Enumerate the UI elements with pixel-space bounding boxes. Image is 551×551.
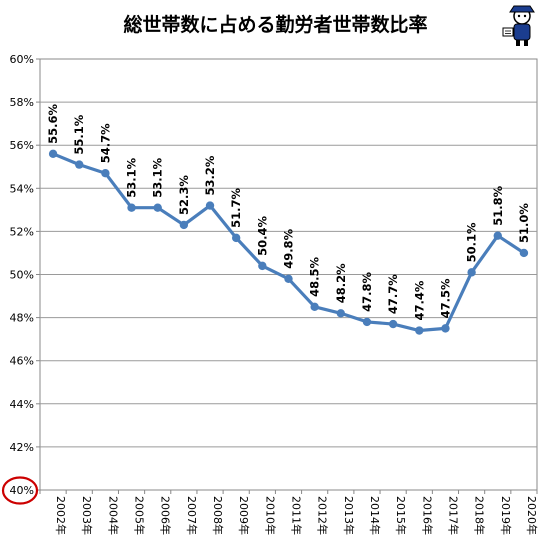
x-tick-label: 2020年 [525,496,539,535]
data-label: 48.2% [334,263,348,303]
highlight-circle [1,476,39,505]
chart-title: 総世帯数に占める勤労者世帯数比率 [123,14,428,36]
data-label: 54.7% [98,123,112,163]
data-point [362,317,372,327]
data-label: 50.1% [465,222,479,262]
y-tick-label: 50% [10,269,34,282]
y-tick-label: 52% [10,225,34,238]
x-tick-label: 2002年 [54,496,68,535]
mascot-icon [502,5,535,46]
x-tick-label: 2006年 [159,496,173,535]
data-label: 55.1% [72,114,86,154]
data-point [205,201,215,210]
data-point [231,233,241,243]
data-label: 47.5% [438,278,452,318]
data-label: 49.8% [282,228,296,268]
x-tick-label: 2012年 [316,496,330,535]
data-point [101,169,110,178]
data-point [127,203,136,212]
data-point [467,268,476,277]
x-tick-label: 2003年 [80,496,94,535]
y-tick-label: 48% [10,312,34,325]
x-tick-label: 2005年 [133,496,147,535]
x-tick-label: 2014年 [368,496,382,535]
data-label: 47.8% [360,272,374,312]
x-tick-label: 2004年 [106,496,120,535]
x-tick-label: 2017年 [446,496,460,535]
data-label: 52.3% [177,175,191,215]
x-tick-label: 2007年 [185,496,199,535]
x-tick-label: 2010年 [263,496,277,535]
y-tick-label: 56% [10,139,34,152]
data-label: 48.5% [308,256,322,296]
data-point [519,248,529,258]
y-tick-label: 44% [10,398,34,411]
data-label: 47.4% [412,280,426,320]
y-tick-label: 54% [10,182,34,195]
data-point [258,261,267,271]
y-tick-label: 58% [10,96,34,109]
data-point [48,149,58,159]
data-label: 47.7% [386,274,400,314]
data-label: 50.4% [255,216,269,256]
y-tick-label: 60% [10,53,34,66]
x-tick-label: 2019年 [499,496,513,535]
x-tick-label: 2015年 [394,496,408,535]
x-tick-label: 2008年 [211,496,225,535]
data-label: 51.0% [517,203,531,243]
data-point [153,203,162,212]
data-label: 53.1% [125,157,139,197]
x-tick-label: 2016年 [420,496,434,535]
data-point [415,326,424,335]
data-point [441,324,450,333]
y-tick-label: 46% [10,355,34,368]
data-label: 53.2% [203,155,217,195]
data-label: 51.7% [229,187,243,227]
data-point [284,274,293,284]
data-point [310,302,319,312]
data-point [179,220,189,230]
x-tick-label: 2013年 [342,496,356,535]
y-tick-label: 40% [10,484,34,497]
data-label: 55.6% [46,103,60,143]
x-tick-label: 2018年 [473,496,487,535]
y-tick-label: 42% [10,441,34,454]
data-point [75,160,84,169]
x-tick-label: 2009年 [237,496,251,535]
data-label: 53.1% [151,157,165,197]
data-point [388,319,398,329]
data-point [493,231,502,240]
data-label: 51.8% [491,185,505,225]
data-point [336,309,346,318]
x-tick-label: 2011年 [290,496,304,535]
